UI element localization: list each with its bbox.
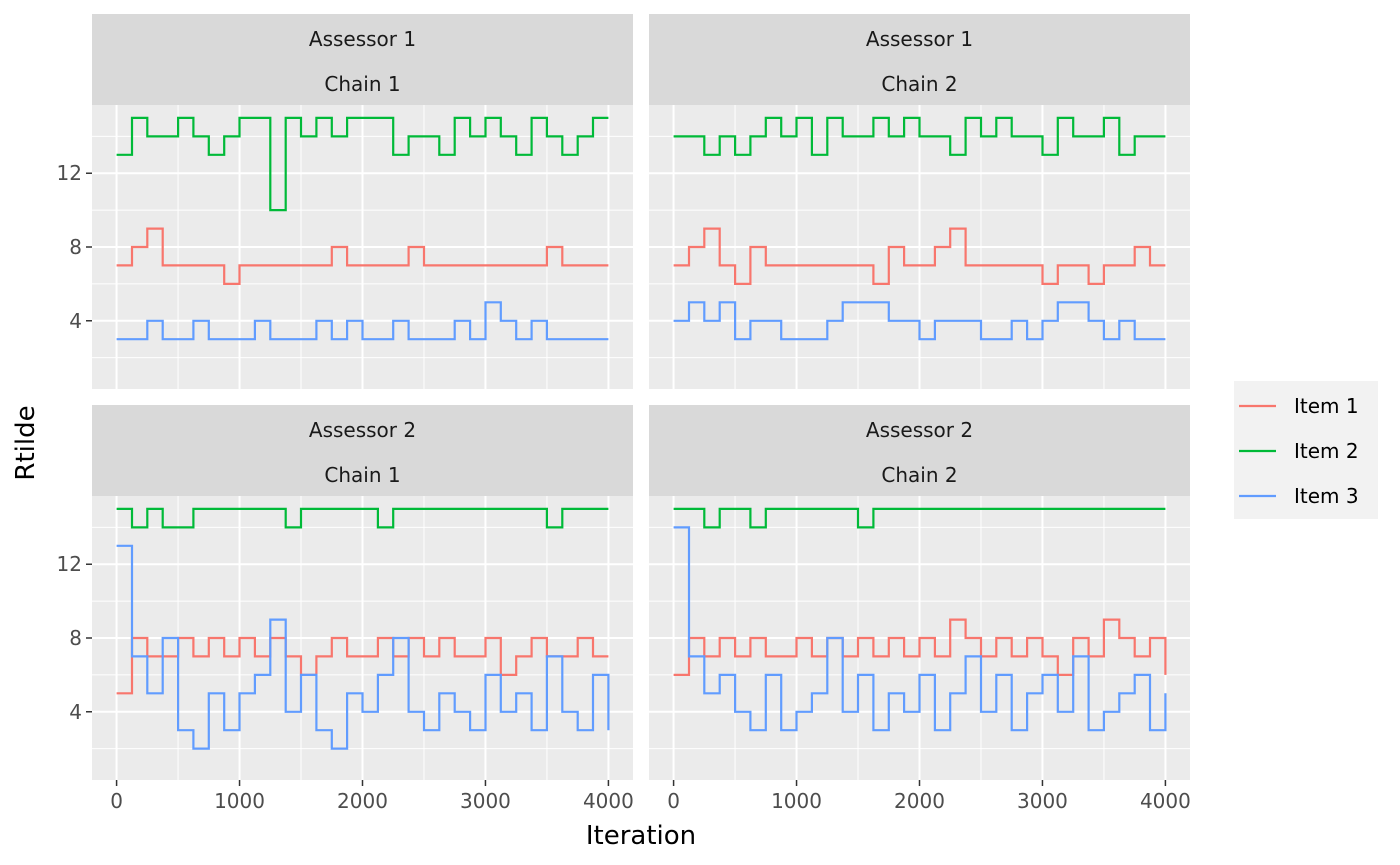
strip-label-chain: Chain 2 [881, 72, 957, 96]
series-line-item-2 [116, 116, 609, 212]
x-tick-label: 3000 [460, 789, 511, 813]
y-tick-label: 4 [69, 309, 82, 333]
y-tick-label: 12 [57, 552, 82, 576]
x-tick-label: 2000 [337, 789, 388, 813]
x-tick-label: 4000 [583, 789, 634, 813]
y-tick-label: 12 [57, 161, 82, 185]
series-line-item-1 [673, 618, 1167, 676]
strip-label-assessor: Assessor 2 [866, 418, 973, 442]
x-tick-label: 0 [667, 789, 680, 813]
legend-label-item-2: Item 2 [1294, 439, 1359, 463]
strip-label-assessor: Assessor 1 [866, 27, 973, 51]
strip-background [649, 405, 1190, 496]
x-tick-label: 1000 [771, 789, 822, 813]
y-tick-label: 8 [69, 235, 82, 259]
legend-entry: Item 3 [1234, 474, 1359, 517]
series-line-item-2 [116, 507, 609, 529]
series-line-item-2 [673, 116, 1166, 156]
series-line-item-2 [673, 507, 1166, 529]
x-tick-label: 3000 [1017, 789, 1068, 813]
strip-label-assessor: Assessor 2 [309, 418, 416, 442]
strip-label-chain: Chain 1 [324, 72, 400, 96]
series-line-item-1 [116, 227, 609, 285]
y-tick-label: 8 [69, 626, 82, 650]
y-tick-label: 4 [69, 700, 82, 724]
strip-background [92, 405, 633, 496]
x-tick-label: 4000 [1140, 789, 1191, 813]
legend-entry: Item 2 [1234, 429, 1359, 472]
series-line-item-3 [673, 526, 1167, 732]
strip-background [649, 14, 1190, 105]
series-line-item-1 [673, 227, 1166, 285]
series-line-item-3 [116, 301, 609, 341]
x-tick-label: 0 [110, 789, 123, 813]
legend: Item 1 Item 2 Item 3 [1234, 381, 1378, 519]
series-line-item-3 [673, 301, 1166, 341]
strip-label-chain: Chain 2 [881, 463, 957, 487]
panel-1: Assessor 1 Chain 1 4 8 12 [57, 14, 633, 389]
panel-4: Assessor 2 Chain 2 0 1000 2000 3000 4000 [649, 405, 1191, 813]
y-axis-title: Rtilde [11, 405, 41, 480]
series-line-item-1 [116, 636, 609, 695]
x-tick-label: 1000 [214, 789, 265, 813]
legend-label-item-1: Item 1 [1294, 394, 1359, 418]
x-tick-label: 2000 [894, 789, 945, 813]
strip-label-assessor: Assessor 1 [309, 27, 416, 51]
series-line-item-3 [116, 544, 610, 750]
strip-background [92, 14, 633, 105]
strip-label-chain: Chain 1 [324, 463, 400, 487]
legend-label-item-3: Item 3 [1294, 484, 1359, 508]
panel-2: Assessor 1 Chain 2 [649, 14, 1190, 389]
legend-entry: Item 1 [1234, 385, 1359, 428]
panel-3: Assessor 2 Chain 1 4 8 12 0 1000 2000 3000 4000 [57, 405, 634, 813]
x-axis-title: Iteration [586, 821, 696, 851]
